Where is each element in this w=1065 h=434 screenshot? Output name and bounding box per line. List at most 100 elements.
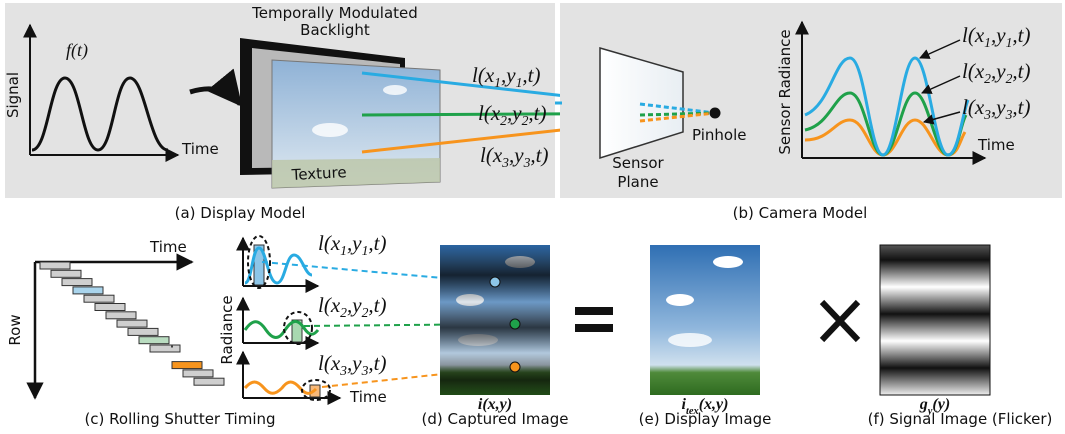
equals-sign [575, 307, 613, 315]
cloud [668, 333, 712, 347]
label-part: l(x [962, 59, 985, 83]
ellipsis: · [170, 338, 175, 356]
axis-label: Signal [4, 72, 22, 118]
exposure-bar [84, 295, 114, 302]
label-part: l(x [318, 293, 341, 317]
sensor-label: Plane [617, 173, 658, 191]
label-part: ,t) [368, 351, 386, 375]
label-part: ,y [347, 231, 362, 255]
plot [243, 236, 318, 288]
pixel [510, 362, 520, 372]
curve-label: l(x1,y1,t) [318, 231, 386, 258]
label-part: ,y [347, 293, 362, 317]
subscript: 1 [362, 243, 369, 258]
label-part: ,t) [368, 231, 386, 255]
curve-label: l(x3,y3,t) [962, 95, 1030, 122]
signal-image [880, 245, 990, 395]
exposure-bar [62, 279, 92, 286]
exposure-bar [73, 287, 103, 294]
ray-label: l(x1,y1,t) [472, 63, 540, 90]
texture-label: Texture [290, 163, 347, 184]
subscript: 3 [361, 363, 369, 378]
subscript: 1 [340, 243, 347, 258]
pixel [490, 277, 500, 287]
subscript: 3 [501, 155, 509, 170]
label-part: ,t) [522, 63, 540, 87]
pinhole [710, 108, 721, 119]
label-part: ,t) [368, 293, 386, 317]
label-part: ,y [501, 63, 516, 87]
figure: f(t) Signal Time Temporally Modulated Ba… [0, 0, 1065, 434]
exposure-bar [128, 328, 158, 335]
axis-label: Time [977, 136, 1015, 154]
backlight-label: Temporally Modulated [251, 4, 418, 22]
subscript: 1 [494, 75, 501, 90]
subscript: 3 [339, 363, 347, 378]
ray-label: l(x2,y2,t) [478, 101, 546, 128]
label-part: ,y [507, 101, 522, 125]
label-part: l(x [480, 143, 503, 167]
caption: (e) Display Image [639, 410, 772, 428]
axis-label: Time [181, 140, 219, 158]
ray-label: l(x3,y3,t) [480, 143, 548, 170]
exposure-bar [106, 312, 136, 319]
curve-label: l(x2,y2,t) [962, 59, 1030, 86]
plot [243, 298, 318, 344]
subscript: 1 [1006, 35, 1013, 50]
axis-label: Time [349, 388, 387, 406]
label-part: l(x [962, 23, 985, 47]
curve-label: l(x1,y1,t) [962, 23, 1030, 50]
equals-sign [575, 324, 613, 332]
pinhole-label: Pinhole [692, 126, 746, 144]
label-part: l(x [472, 63, 495, 87]
exposure-bar [194, 378, 224, 385]
backlight-label: Backlight [300, 21, 370, 39]
label-part: ,t) [530, 143, 548, 167]
function-label: f(t) [66, 40, 88, 61]
exposure-rows [40, 262, 224, 385]
curve-label: l(x3,y3,t) [318, 351, 386, 378]
cloud [713, 256, 743, 268]
subscript: 3 [523, 155, 531, 170]
axis-label: Sensor Radiance [776, 29, 794, 154]
label-part: ,t) [1012, 23, 1030, 47]
curve-label: l(x2,y2,t) [318, 293, 386, 320]
label-part: ,t) [1012, 59, 1030, 83]
label-part: ,y [991, 23, 1006, 47]
subscript: 1 [984, 35, 991, 50]
caption: (d) Captured Image [422, 410, 569, 428]
pixel [510, 319, 520, 329]
exposure-bar [51, 270, 81, 277]
exposure-bar [172, 362, 202, 369]
label-part: ,t) [1012, 95, 1030, 119]
subscript: 3 [1005, 107, 1013, 122]
axis-label: Time [149, 238, 187, 256]
exposure-bar [150, 345, 180, 352]
label-part: ,y [347, 351, 362, 375]
caption: (a) Display Model [175, 204, 306, 222]
label-part: l(x [962, 95, 985, 119]
cloud [312, 123, 348, 137]
label-part: ,y [509, 143, 524, 167]
caption: (f) Signal Image (Flicker) [868, 410, 1053, 428]
cloud [666, 294, 694, 306]
caption: (c) Rolling Shutter Timing [84, 410, 275, 428]
radiance-curve [245, 321, 318, 337]
label-part: l(x [318, 351, 341, 375]
label-part: ,y [991, 59, 1006, 83]
label-part: ,y [991, 95, 1006, 119]
sensor-label: Sensor [612, 154, 664, 172]
exposure-bar [117, 320, 147, 327]
label-part: l(x [478, 101, 501, 125]
axis-label: Row [6, 314, 24, 345]
exposure-bar [40, 262, 70, 269]
exposure-bar [95, 304, 125, 311]
label-part: ,t) [528, 101, 546, 125]
caption: (b) Camera Model [733, 204, 868, 222]
exposure-bar [139, 337, 169, 344]
flicker-bands [440, 245, 550, 395]
axis-label: Radiance [218, 295, 236, 364]
display-image [650, 245, 760, 395]
label-part: l(x [318, 231, 341, 255]
cloud [383, 85, 407, 95]
